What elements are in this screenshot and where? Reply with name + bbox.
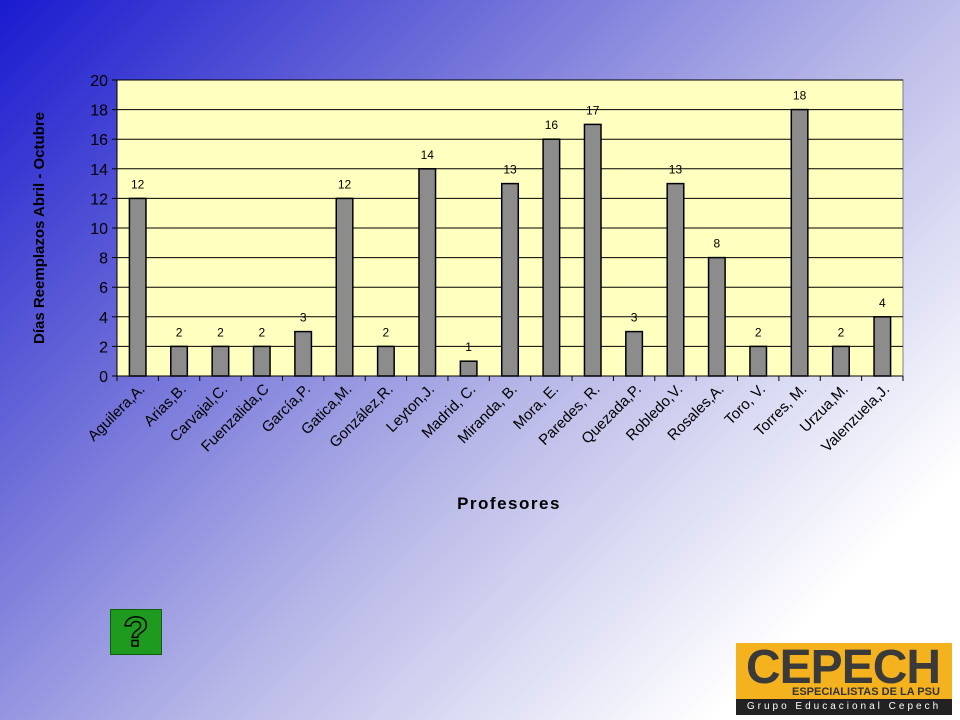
y-tick-label: 18 xyxy=(90,103,108,120)
bar xyxy=(376,345,395,377)
logo-footer: Grupo Educacional Cepech xyxy=(736,699,952,715)
data-label: 3 xyxy=(631,311,638,325)
data-label: 12 xyxy=(338,177,352,191)
help-button[interactable]: ? xyxy=(110,609,162,655)
data-label: 4 xyxy=(879,296,886,310)
bar xyxy=(170,345,189,377)
bar xyxy=(459,360,478,377)
y-tick-label: 6 xyxy=(99,280,108,297)
data-label: 16 xyxy=(545,118,559,132)
data-label: 13 xyxy=(503,163,517,177)
question-mark-icon: ? xyxy=(122,608,149,655)
data-label: 12 xyxy=(131,177,145,191)
y-tick-label: 8 xyxy=(99,251,108,268)
data-label: 2 xyxy=(838,325,845,339)
y-tick-label: 10 xyxy=(90,221,108,238)
y-tick-label: 12 xyxy=(90,191,108,208)
bar xyxy=(831,345,850,377)
x-tick-label: Aguilera,A. xyxy=(85,381,149,445)
bar xyxy=(294,330,313,377)
y-tick-label: 0 xyxy=(99,369,108,386)
y-tick-label: 4 xyxy=(99,310,108,327)
data-label: 2 xyxy=(383,325,390,339)
data-label: 2 xyxy=(176,325,183,339)
data-label: 18 xyxy=(793,89,807,103)
bar xyxy=(666,182,685,377)
bar xyxy=(418,168,437,377)
bar xyxy=(707,256,726,377)
y-tick-label: 14 xyxy=(90,162,108,179)
logo-brand: CEPECH xyxy=(746,641,941,694)
data-label: 8 xyxy=(713,237,720,251)
bar xyxy=(335,197,354,377)
x-axis-label: Profesores xyxy=(457,494,561,513)
bar xyxy=(500,182,520,377)
data-label: 1 xyxy=(465,340,472,354)
logo-tagline: ESPECIALISTAS DE LA PSU xyxy=(792,686,940,698)
bar xyxy=(749,345,768,377)
cepech-logo: CEPECH ESPECIALISTAS DE LA PSU Grupo Edu… xyxy=(736,641,952,715)
y-tick-label: 2 xyxy=(99,339,108,356)
bar xyxy=(583,123,602,377)
bar xyxy=(211,345,230,377)
data-label: 13 xyxy=(669,163,683,177)
data-label: 14 xyxy=(421,148,435,162)
bar xyxy=(128,197,147,377)
data-label: 2 xyxy=(217,325,224,339)
y-tick-label: 16 xyxy=(90,132,108,149)
y-axis-label: Días Reemplazos Abril - Octubre xyxy=(31,112,48,344)
y-tick-label: 20 xyxy=(90,73,108,90)
data-label: 2 xyxy=(755,325,762,339)
data-label: 17 xyxy=(586,103,600,117)
data-label: 2 xyxy=(258,325,265,339)
bar xyxy=(625,330,644,377)
bar xyxy=(873,316,892,377)
data-label: 3 xyxy=(300,311,307,325)
bar xyxy=(252,345,271,377)
bar xyxy=(542,138,561,377)
bar xyxy=(790,108,809,377)
